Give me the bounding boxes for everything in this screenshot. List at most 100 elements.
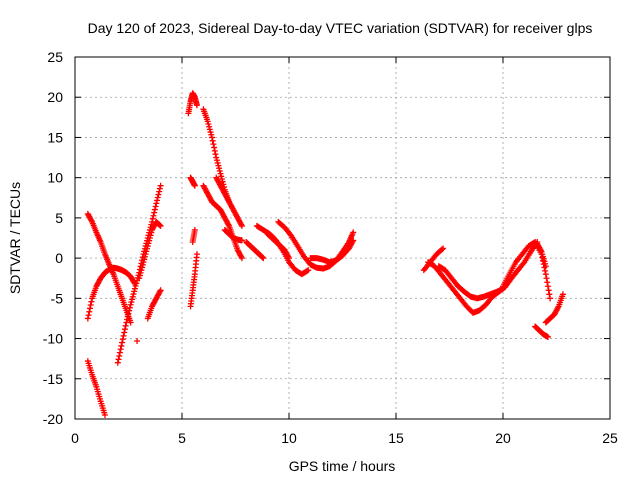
plot-frame (74, 56, 611, 420)
data-point (208, 131, 215, 138)
data-point (137, 269, 144, 276)
data-point (119, 339, 126, 346)
x-tick-label: 15 (388, 430, 404, 446)
y-tick-label: 15 (47, 129, 63, 145)
series-arc-26 (542, 291, 566, 326)
data-point (151, 206, 158, 213)
data-point (350, 229, 357, 236)
data-point (130, 291, 137, 298)
y-tick-label: 10 (47, 170, 63, 186)
data-point (349, 238, 356, 245)
data-point (155, 191, 162, 198)
x-tick-label: 5 (178, 430, 186, 446)
data-point (131, 288, 138, 295)
data-point (156, 222, 163, 229)
data-point (134, 337, 141, 344)
data-point (143, 248, 150, 255)
data-point (87, 302, 94, 309)
data-point (215, 162, 222, 169)
data-point (118, 342, 125, 349)
data-point (544, 333, 551, 340)
data-point (238, 222, 245, 229)
data-point (88, 217, 95, 224)
data-point (285, 253, 292, 260)
series-arc-12 (200, 106, 233, 205)
data-point (117, 346, 124, 353)
data-point (139, 264, 146, 271)
x-tick-label: 20 (495, 430, 511, 446)
data-point (88, 298, 95, 305)
data-point (147, 232, 154, 239)
series-arc-1 (84, 210, 134, 326)
data-point (146, 237, 153, 244)
x-tick-label: 10 (281, 430, 297, 446)
data-point (136, 272, 143, 279)
y-tick-label: -15 (43, 371, 63, 387)
data-point (132, 282, 139, 289)
y-tick-label: -10 (43, 331, 63, 347)
data-point (121, 326, 128, 333)
data-point (116, 349, 123, 356)
data-point (124, 316, 131, 323)
series-arc-24 (500, 239, 554, 302)
data-point (544, 279, 551, 286)
data-point (141, 256, 148, 263)
data-point (84, 315, 91, 322)
data-point (204, 118, 211, 125)
data-point (218, 173, 225, 180)
data-point (543, 275, 550, 282)
series-arc-6 (144, 287, 164, 322)
data-point (157, 182, 164, 189)
data-point (119, 336, 126, 343)
data-point (154, 197, 161, 204)
data-point (85, 312, 92, 319)
data-point (86, 308, 93, 315)
data-point (136, 275, 143, 282)
data-point (129, 293, 136, 300)
data-point (238, 253, 245, 260)
data-point (193, 251, 200, 258)
data-point (191, 226, 198, 233)
grid-lines (75, 57, 610, 419)
series-arc-25 (532, 323, 551, 340)
data-point (142, 251, 149, 258)
series-arc-9 (187, 251, 200, 310)
data-point (216, 165, 223, 172)
data-point (238, 221, 245, 228)
data-point (125, 310, 132, 317)
data-point (140, 259, 147, 266)
data-point (554, 304, 561, 311)
data-point (211, 147, 218, 154)
data-point (305, 267, 312, 274)
y-tick-label: 25 (47, 49, 63, 65)
data-point (124, 313, 131, 320)
data-point (545, 287, 552, 294)
data-point (559, 291, 566, 298)
data-point (116, 352, 123, 359)
data-point (144, 243, 151, 250)
series-arc-2 (84, 264, 138, 322)
series-arc-17 (243, 239, 267, 262)
data-point (150, 212, 157, 219)
y-tick-label: 5 (55, 210, 63, 226)
series-arc-27 (534, 240, 549, 270)
data-point (145, 240, 152, 247)
data-point (542, 271, 549, 278)
data-point (238, 255, 245, 262)
data-point (86, 305, 93, 312)
data-point (153, 200, 160, 207)
data-point (542, 267, 549, 274)
data-point (225, 221, 232, 228)
data-point (148, 229, 155, 236)
data-point (129, 296, 136, 303)
data-point (133, 280, 140, 287)
data-point (144, 245, 151, 252)
data-point (216, 167, 223, 174)
y-tick-label: 0 (55, 250, 63, 266)
data-point (151, 209, 158, 216)
data-point (126, 304, 133, 311)
data-point (520, 260, 527, 267)
series-arc-7 (134, 337, 141, 344)
data-point (128, 299, 135, 306)
